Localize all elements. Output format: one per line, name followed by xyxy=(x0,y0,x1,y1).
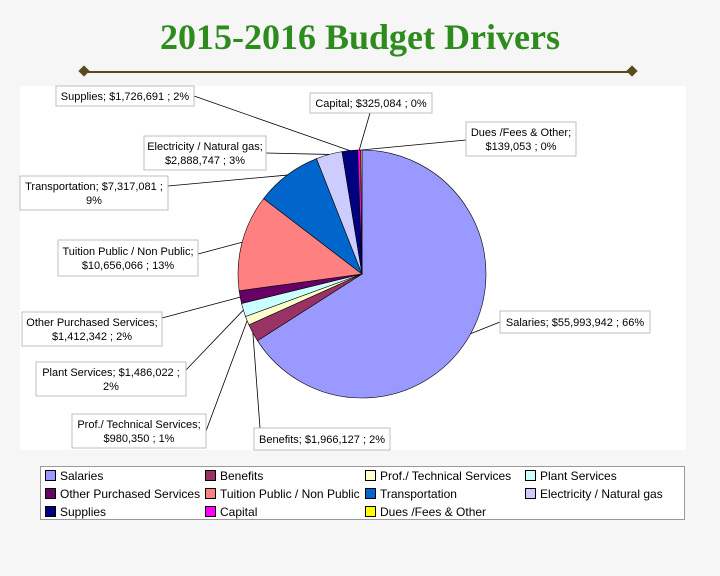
legend-item-capital: Capital xyxy=(205,504,257,520)
legend-item-prof-technical-services: Prof./ Technical Services xyxy=(365,468,511,484)
legend-swatch xyxy=(525,488,536,499)
data-label-other-purchased-services: Other Purchased Services; $1,412,342 ; 2% xyxy=(21,311,163,347)
legend-item-transportation: Transportation xyxy=(365,486,457,502)
data-label-benefits: Benefits; $1,966,127 ; 2% xyxy=(253,427,391,451)
leader-line-electricity-natural-gas xyxy=(265,152,330,155)
data-label-salaries: Salaries; $55,993,942 ; 66% xyxy=(499,310,651,334)
data-label-text: 9% xyxy=(86,195,102,207)
data-label-box xyxy=(499,310,651,334)
legend-label: Dues /Fees & Other xyxy=(380,505,487,519)
legend-label: Supplies xyxy=(60,505,107,519)
legend-label: Other Purchased Services xyxy=(60,487,201,501)
data-label-box xyxy=(309,92,433,114)
legend-item-salaries: Salaries xyxy=(45,468,103,484)
data-label-text: Supplies; $1,726,691 ; 2% xyxy=(61,91,190,103)
legend-swatch xyxy=(365,470,376,481)
data-label-box xyxy=(55,85,195,107)
leader-line-other-purchased-services xyxy=(161,296,241,319)
legend-label: Tuition Public / Non Public xyxy=(220,487,360,501)
data-label-text: Transportation; $7,317,081 ; xyxy=(25,181,163,193)
leader-line-supplies xyxy=(193,95,350,151)
data-label-dues-fees-other: Dues /Fees & Other; $139,053 ; 0% xyxy=(465,121,577,157)
leader-line-benefits xyxy=(252,332,261,429)
legend-item-benefits: Benefits xyxy=(205,468,263,484)
data-label-tuition-public-non-public: Tuition Public / Non Public; $10,656,066 … xyxy=(57,239,199,277)
legend-label: Plant Services xyxy=(540,469,617,483)
data-label-text: $139,053 ; 0% xyxy=(486,141,557,153)
legend-item-electricity-natural-gas: Electricity / Natural gas xyxy=(525,486,663,502)
legend-swatch xyxy=(45,488,56,499)
data-label-text: $2,888,747 ; 3% xyxy=(165,155,245,167)
data-label-capital: Capital; $325,084 ; 0% xyxy=(309,92,433,114)
data-label-box xyxy=(465,121,577,157)
leader-line-capital xyxy=(358,112,371,151)
legend-swatch xyxy=(365,506,376,517)
legend-item-other-purchased-services: Other Purchased Services xyxy=(45,486,200,502)
legend-label: Salaries xyxy=(60,469,104,483)
leader-line-dues-fees-other xyxy=(361,139,467,151)
slice-tuition-public-non-public xyxy=(237,198,363,292)
chart-legend: Salaries Benefits Prof./ Technical Service… xyxy=(40,466,685,520)
data-label-box xyxy=(57,239,199,277)
data-label-prof-technical-services: Prof./ Technical Services; $980,350 ; 1% xyxy=(71,413,207,449)
legend-label: Prof./ Technical Services xyxy=(380,469,512,483)
data-label-plant-services: Plant Services; $1,486,022 ; 2% xyxy=(35,361,187,397)
data-label-text: Electricity / Natural gas; xyxy=(147,141,263,153)
legend-item-dues-fees-other: Dues /Fees & Other xyxy=(365,504,486,520)
leader-line-tuition-public-non-public xyxy=(197,241,243,255)
data-label-text: $1,412,342 ; 2% xyxy=(52,331,132,343)
data-label-text: Plant Services; $1,486,022 ; xyxy=(42,367,180,379)
data-label-box xyxy=(35,361,187,397)
page-title: 2015-2016 Budget Drivers xyxy=(160,17,560,57)
leader-line-salaries xyxy=(470,321,501,334)
data-label-box xyxy=(253,427,391,451)
data-label-electricity-natural-gas: Electricity / Natural gas; $2,888,747 ; 3… xyxy=(143,135,267,171)
data-label-text: Salaries; $55,993,942 ; 66% xyxy=(506,317,644,329)
data-label-text: Capital; $325,084 ; 0% xyxy=(315,98,427,110)
legend-item-plant-services: Plant Services xyxy=(525,468,617,484)
data-label-transportation: Transportation; $7,317,081 ; 9% xyxy=(19,175,169,211)
data-label-supplies: Supplies; $1,726,691 ; 2% xyxy=(55,85,195,107)
legend-item-tuition-public-non-public: Tuition Public / Non Public xyxy=(205,486,360,502)
legend-swatch xyxy=(45,470,56,481)
data-label-box xyxy=(143,135,267,171)
slice-salaries xyxy=(257,149,487,399)
data-label-text: Prof./ Technical Services; xyxy=(77,419,200,431)
legend-swatch xyxy=(45,506,56,517)
data-label-text: Dues /Fees & Other; xyxy=(471,127,571,139)
legend-swatch xyxy=(525,470,536,481)
title-divider xyxy=(84,71,632,73)
data-label-text: Tuition Public / Non Public; xyxy=(62,246,193,258)
legend-swatch xyxy=(205,488,216,499)
legend-swatch xyxy=(205,470,216,481)
legend-label: Benefits xyxy=(220,469,264,483)
data-label-box xyxy=(19,175,169,211)
legend-swatch xyxy=(365,488,376,499)
data-label-text: Other Purchased Services; xyxy=(26,317,157,329)
leader-line-prof-technical-services xyxy=(205,320,248,432)
legend-label: Transportation xyxy=(380,487,457,501)
data-label-text: Benefits; $1,966,127 ; 2% xyxy=(259,434,385,446)
leader-line-transportation xyxy=(167,174,288,187)
data-label-box xyxy=(71,413,207,449)
leader-line-plant-services xyxy=(185,309,244,371)
legend-label: Capital xyxy=(220,505,258,519)
legend-item-supplies: Supplies xyxy=(45,504,106,520)
data-label-box xyxy=(21,311,163,347)
data-label-text: $980,350 ; 1% xyxy=(104,433,175,445)
data-label-text: $10,656,066 ; 13% xyxy=(82,260,175,272)
legend-swatch xyxy=(205,506,216,517)
data-label-text: 2% xyxy=(103,381,119,393)
legend-label: Electricity / Natural gas xyxy=(540,487,663,501)
